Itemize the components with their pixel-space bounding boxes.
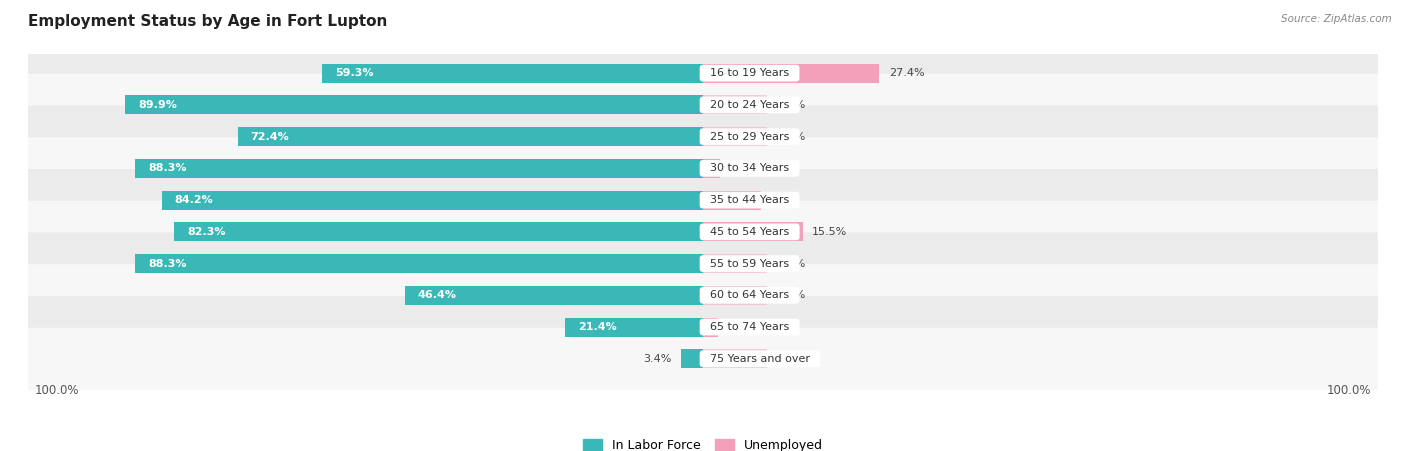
Text: 88.3%: 88.3% (148, 163, 187, 173)
Text: 16 to 19 Years: 16 to 19 Years (703, 68, 796, 78)
Text: Source: ZipAtlas.com: Source: ZipAtlas.com (1281, 14, 1392, 23)
Text: 46.4%: 46.4% (418, 290, 457, 300)
Text: 72.4%: 72.4% (250, 132, 290, 142)
FancyBboxPatch shape (25, 42, 1381, 104)
FancyBboxPatch shape (25, 169, 1381, 231)
Bar (703, 127, 768, 146)
FancyBboxPatch shape (25, 137, 1381, 199)
Text: 100.0%: 100.0% (35, 384, 79, 397)
Bar (565, 318, 703, 336)
FancyBboxPatch shape (25, 74, 1381, 136)
Text: 75 Years and over: 75 Years and over (703, 354, 817, 364)
Text: 84.2%: 84.2% (174, 195, 214, 205)
FancyBboxPatch shape (25, 232, 1381, 295)
Bar (162, 191, 703, 210)
Bar (703, 95, 768, 115)
Bar (135, 254, 703, 273)
Text: Employment Status by Age in Fort Lupton: Employment Status by Age in Fort Lupton (28, 14, 388, 28)
Bar (405, 286, 703, 305)
Text: 27.4%: 27.4% (889, 68, 924, 78)
Text: 59.3%: 59.3% (335, 68, 373, 78)
Bar (703, 286, 768, 305)
Text: 30 to 34 Years: 30 to 34 Years (703, 163, 796, 173)
Text: 2.7%: 2.7% (730, 163, 758, 173)
Text: 21.4%: 21.4% (578, 322, 617, 332)
Text: 88.3%: 88.3% (148, 258, 187, 269)
Text: 0.0%: 0.0% (778, 290, 806, 300)
Text: 0.0%: 0.0% (778, 258, 806, 269)
Text: 15.5%: 15.5% (813, 227, 848, 237)
Text: 35 to 44 Years: 35 to 44 Years (703, 195, 796, 205)
Bar (703, 349, 768, 368)
FancyBboxPatch shape (25, 296, 1381, 358)
Bar (703, 64, 879, 83)
Bar (703, 191, 762, 210)
Text: 65 to 74 Years: 65 to 74 Years (703, 322, 796, 332)
Bar (238, 127, 703, 146)
Bar (322, 64, 703, 83)
FancyBboxPatch shape (25, 264, 1381, 327)
Bar (125, 95, 703, 115)
Text: 9.1%: 9.1% (770, 195, 800, 205)
Text: 45 to 54 Years: 45 to 54 Years (703, 227, 796, 237)
Bar (174, 222, 703, 241)
FancyBboxPatch shape (25, 328, 1381, 390)
Text: 0.0%: 0.0% (778, 100, 806, 110)
Text: 2.4%: 2.4% (728, 322, 756, 332)
Text: 0.0%: 0.0% (778, 354, 806, 364)
Bar (703, 222, 803, 241)
Text: 20 to 24 Years: 20 to 24 Years (703, 100, 796, 110)
Text: 55 to 59 Years: 55 to 59 Years (703, 258, 796, 269)
FancyBboxPatch shape (25, 106, 1381, 168)
FancyBboxPatch shape (25, 201, 1381, 263)
Text: 89.9%: 89.9% (138, 100, 177, 110)
Text: 3.4%: 3.4% (643, 354, 672, 364)
Text: 0.0%: 0.0% (778, 132, 806, 142)
Legend: In Labor Force, Unemployed: In Labor Force, Unemployed (583, 439, 823, 451)
Text: 60 to 64 Years: 60 to 64 Years (703, 290, 796, 300)
Bar (703, 318, 718, 336)
Bar (681, 349, 703, 368)
Text: 100.0%: 100.0% (1327, 384, 1371, 397)
Text: 82.3%: 82.3% (187, 227, 225, 237)
Text: 25 to 29 Years: 25 to 29 Years (703, 132, 796, 142)
Bar (703, 254, 768, 273)
Bar (703, 159, 720, 178)
Bar (135, 159, 703, 178)
